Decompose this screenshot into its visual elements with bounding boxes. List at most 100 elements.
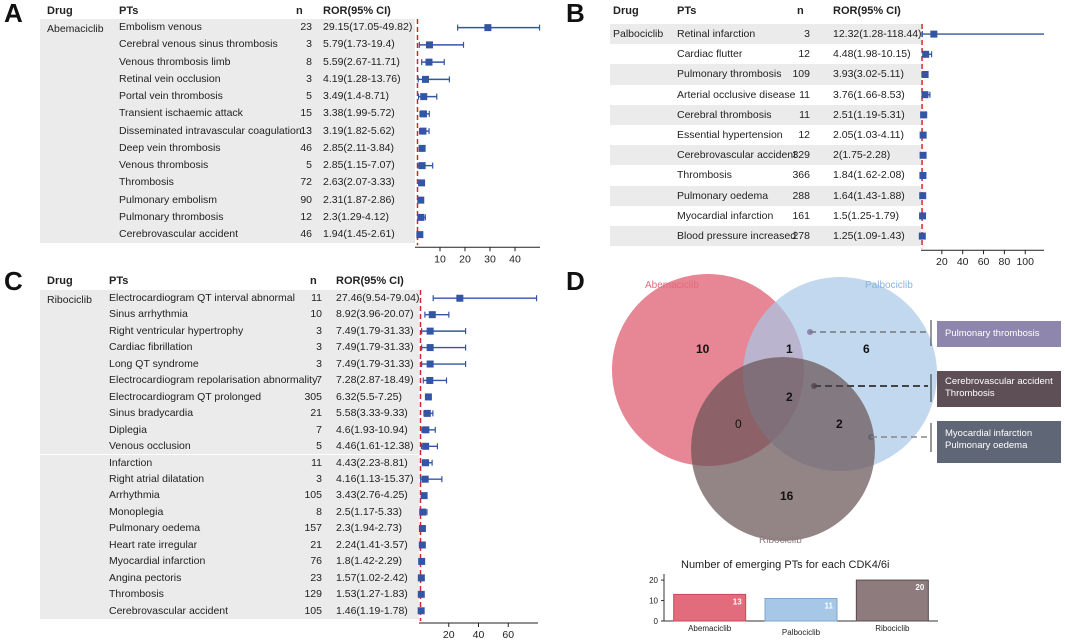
- bar-chart-title: Number of emerging PTs for each CDK4/6i: [681, 559, 890, 571]
- count-value: 72: [300, 176, 312, 189]
- count-value: 12: [798, 129, 810, 141]
- bar-palbociclib: [764, 598, 838, 622]
- count-value: 305: [304, 390, 322, 403]
- ror-value: 2.05(1.03-4.11): [833, 129, 905, 141]
- table-row: [40, 339, 419, 356]
- table-row: [40, 191, 415, 209]
- table-row: [40, 372, 419, 389]
- count-value: 288: [792, 189, 810, 202]
- x-tick-label: 40: [473, 629, 485, 641]
- ror-point: [425, 58, 433, 66]
- ror-point: [919, 131, 927, 139]
- venn-circle-ribociclib: [691, 357, 875, 541]
- count-value: 105: [304, 489, 322, 502]
- callout-line: Pulmonary oedema: [945, 440, 1028, 451]
- count-value: 7: [316, 374, 322, 387]
- table-row: [610, 64, 921, 85]
- pt-label: Retinal infarction: [677, 28, 756, 40]
- table-row: [40, 226, 415, 244]
- count-value: 8: [306, 55, 312, 68]
- callout-line: Thrombosis: [945, 388, 995, 399]
- pt-label: Cardiac fibrillation: [109, 341, 193, 354]
- table-row: [40, 105, 415, 123]
- pt-label: Right atrial dilatation: [109, 472, 205, 485]
- ror-point: [419, 110, 427, 118]
- table-row: [40, 503, 419, 521]
- count-value: 7: [316, 423, 322, 436]
- pt-label: Sinus arrhythmia: [109, 308, 188, 321]
- table-row: [40, 19, 415, 37]
- ror-value: 1.25(1.09-1.43): [833, 230, 905, 242]
- ror-point: [919, 192, 927, 200]
- ror-point: [418, 541, 426, 549]
- ror-value: 7.49(1.79-31.33): [336, 357, 414, 370]
- ror-point: [422, 442, 430, 450]
- count-value: 3: [316, 341, 322, 354]
- pt-label: Heart rate irregular: [109, 538, 198, 551]
- x-tick-label: 10: [434, 253, 446, 265]
- count-value: 329: [792, 149, 810, 162]
- bar-chart: 0 10 20 13 Abemaciclib 11 Palbociclib 20 Ribocic…: [649, 574, 938, 637]
- ror-point: [417, 590, 425, 598]
- count-value: 23: [310, 571, 322, 584]
- table-row: [610, 145, 921, 166]
- ror-value: 2.51(1.19-5.31): [833, 108, 905, 121]
- y-tick-label: 20: [649, 576, 658, 585]
- venn-diagram: Abemaciclib Palbociclib Ribociclib 10 1 …: [612, 274, 937, 546]
- count-value: 12: [798, 48, 810, 61]
- ror-value: 2.63(2.07-3.33): [323, 176, 395, 189]
- pt-label: Diplegia: [109, 423, 147, 436]
- forest-plot-area: 10 20 30 40: [415, 19, 541, 265]
- panel-letter-d: D: [566, 266, 585, 296]
- table-row: [40, 470, 419, 488]
- ror-point: [919, 151, 927, 159]
- count-value: 76: [310, 555, 322, 568]
- ror-point: [428, 311, 436, 319]
- callout-line: Pulmonary thrombosis: [945, 328, 1040, 339]
- pt-label: Portal vein thrombosis: [119, 90, 223, 102]
- ror-point: [417, 607, 425, 615]
- ror-point: [424, 393, 432, 401]
- pt-label: Pulmonary thrombosis: [677, 68, 782, 81]
- table-row: [40, 306, 419, 323]
- x-category-label: Palbociclib: [782, 628, 821, 637]
- pt-label: Electrocardiogram QT prolonged: [109, 390, 262, 403]
- pt-label: Electrocardiogram QT interval abnormal: [109, 292, 295, 304]
- pt-label: Myocardial infarction: [109, 555, 206, 568]
- count-value: 21: [310, 407, 322, 420]
- bar-ribociclib: [855, 579, 929, 622]
- forest-plot-area: 20 40 60: [417, 290, 538, 641]
- pt-label: Cerebral thrombosis: [677, 108, 772, 121]
- table-row: [40, 536, 419, 554]
- ror-value: 5.59(2.67-11.71): [323, 55, 400, 68]
- pt-label: Long QT syndrome: [109, 357, 199, 370]
- venn-count-abem-ribo: 0: [735, 417, 742, 431]
- count-value: 157: [304, 522, 322, 535]
- bar-value-label: 20: [915, 583, 924, 592]
- count-value: 46: [300, 141, 312, 154]
- pt-label: Cerebrovascular accident: [109, 604, 229, 617]
- pt-label: Angina pectoris: [109, 571, 182, 584]
- count-value: 3: [316, 472, 322, 485]
- ror-point: [418, 179, 426, 187]
- header-ror: ROR(95% CI): [336, 275, 404, 287]
- pt-label: Cardiac flutter: [677, 48, 743, 61]
- ror-point: [417, 213, 425, 221]
- ror-point: [418, 162, 426, 170]
- x-tick-label: 20: [459, 253, 471, 265]
- table-row: [40, 122, 415, 140]
- venn-label-abemaciclib: Abemaciclib: [645, 280, 699, 291]
- table-row: [40, 139, 415, 157]
- ror-value: 7.28(2.87-18.49): [336, 374, 414, 387]
- ror-value: 2.31(1.87-2.86): [323, 193, 395, 206]
- header-pts: PTs: [109, 275, 129, 287]
- pt-label: Retinal vein occlusion: [119, 72, 221, 85]
- pt-label: Right ventricular hypertrophy: [109, 324, 244, 337]
- table-row: [40, 70, 415, 88]
- forest-plot-area: 20 40 60 80 100: [918, 24, 1044, 268]
- ror-value: 4.6(1.93-10.94): [336, 423, 408, 436]
- bar-value-label: 13: [733, 597, 742, 606]
- ror-point: [422, 459, 430, 467]
- x-tick-label: 40: [509, 253, 521, 265]
- count-value: 13: [300, 124, 312, 137]
